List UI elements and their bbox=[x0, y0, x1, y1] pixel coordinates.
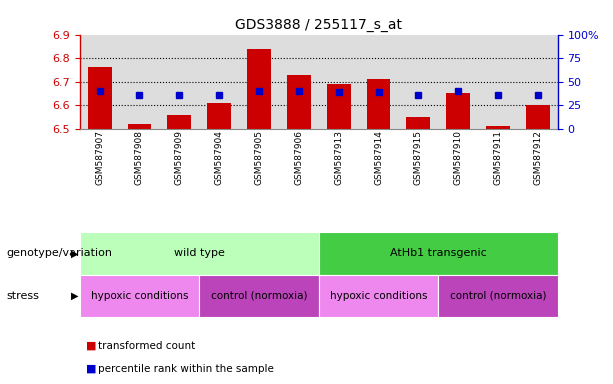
Text: ▶: ▶ bbox=[71, 248, 78, 258]
Text: hypoxic conditions: hypoxic conditions bbox=[91, 291, 188, 301]
Text: control (normoxia): control (normoxia) bbox=[450, 291, 546, 301]
Bar bbox=[446, 93, 470, 129]
Bar bbox=[438, 275, 558, 317]
Bar bbox=[167, 114, 191, 129]
Bar bbox=[327, 84, 351, 129]
Text: wild type: wild type bbox=[174, 248, 224, 258]
Bar bbox=[199, 275, 319, 317]
Title: GDS3888 / 255117_s_at: GDS3888 / 255117_s_at bbox=[235, 18, 402, 32]
Text: ■: ■ bbox=[86, 341, 96, 351]
Text: control (normoxia): control (normoxia) bbox=[211, 291, 307, 301]
Bar bbox=[526, 105, 550, 129]
Text: ■: ■ bbox=[86, 364, 96, 374]
Text: transformed count: transformed count bbox=[98, 341, 196, 351]
Bar bbox=[128, 124, 151, 129]
Bar bbox=[319, 275, 438, 317]
Bar bbox=[319, 232, 558, 275]
Text: hypoxic conditions: hypoxic conditions bbox=[330, 291, 427, 301]
Bar bbox=[80, 232, 319, 275]
Text: percentile rank within the sample: percentile rank within the sample bbox=[98, 364, 274, 374]
Bar bbox=[247, 49, 271, 129]
Bar bbox=[367, 79, 390, 129]
Bar bbox=[207, 103, 231, 129]
Text: AtHb1 transgenic: AtHb1 transgenic bbox=[390, 248, 487, 258]
Bar bbox=[406, 117, 430, 129]
Bar bbox=[80, 275, 199, 317]
Text: genotype/variation: genotype/variation bbox=[6, 248, 112, 258]
Bar bbox=[486, 126, 510, 129]
Text: stress: stress bbox=[6, 291, 39, 301]
Bar bbox=[287, 74, 311, 129]
Text: ▶: ▶ bbox=[71, 291, 78, 301]
Bar bbox=[88, 68, 112, 129]
